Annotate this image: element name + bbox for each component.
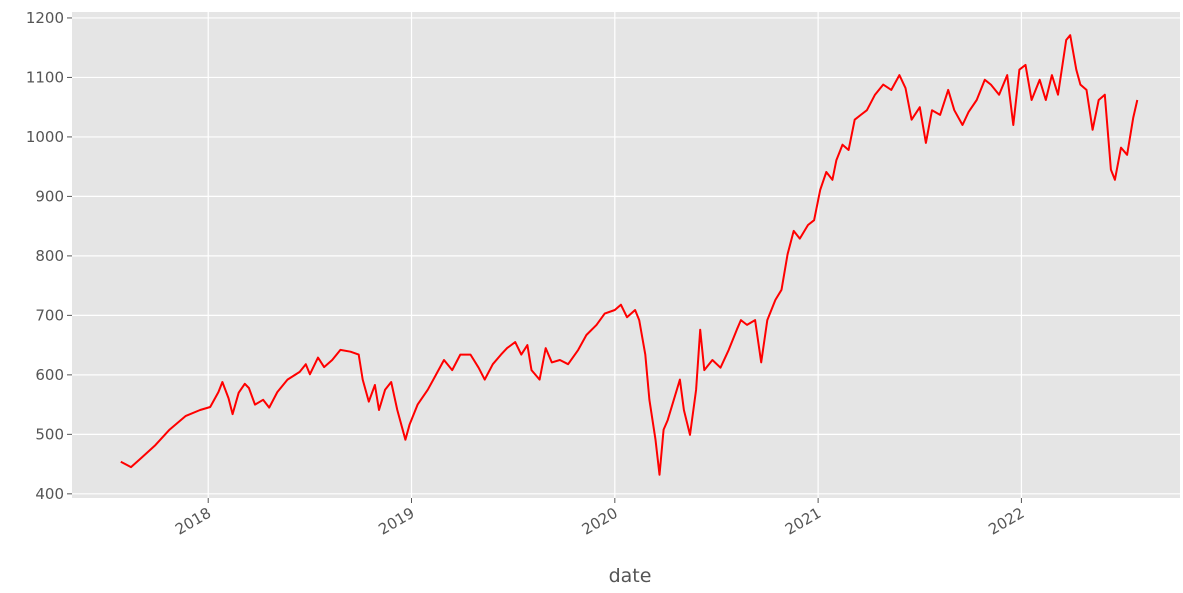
x-tick-label: 2022 (985, 504, 1027, 539)
x-tick-label: 2018 (172, 504, 214, 539)
x-tick-label: 2021 (782, 504, 824, 539)
y-tick-label: 1200 (26, 9, 64, 27)
x-axis-label: date (609, 565, 652, 587)
x-tick-label: 2020 (579, 504, 621, 539)
y-tick-label: 400 (35, 485, 64, 503)
plot-area (72, 12, 1180, 498)
line-series (120, 34, 1139, 476)
y-tick-label: 500 (35, 425, 64, 443)
y-tick-label: 1000 (26, 128, 64, 146)
grid (72, 12, 1180, 498)
x-tick-label: 2019 (375, 504, 417, 539)
marks (120, 34, 1139, 476)
y-tick-label: 600 (35, 366, 64, 384)
y-tick-label: 700 (35, 306, 64, 324)
y-tick-label: 900 (35, 187, 64, 205)
y-tick-label: 1100 (26, 68, 64, 86)
y-tick-label: 800 (35, 247, 64, 265)
